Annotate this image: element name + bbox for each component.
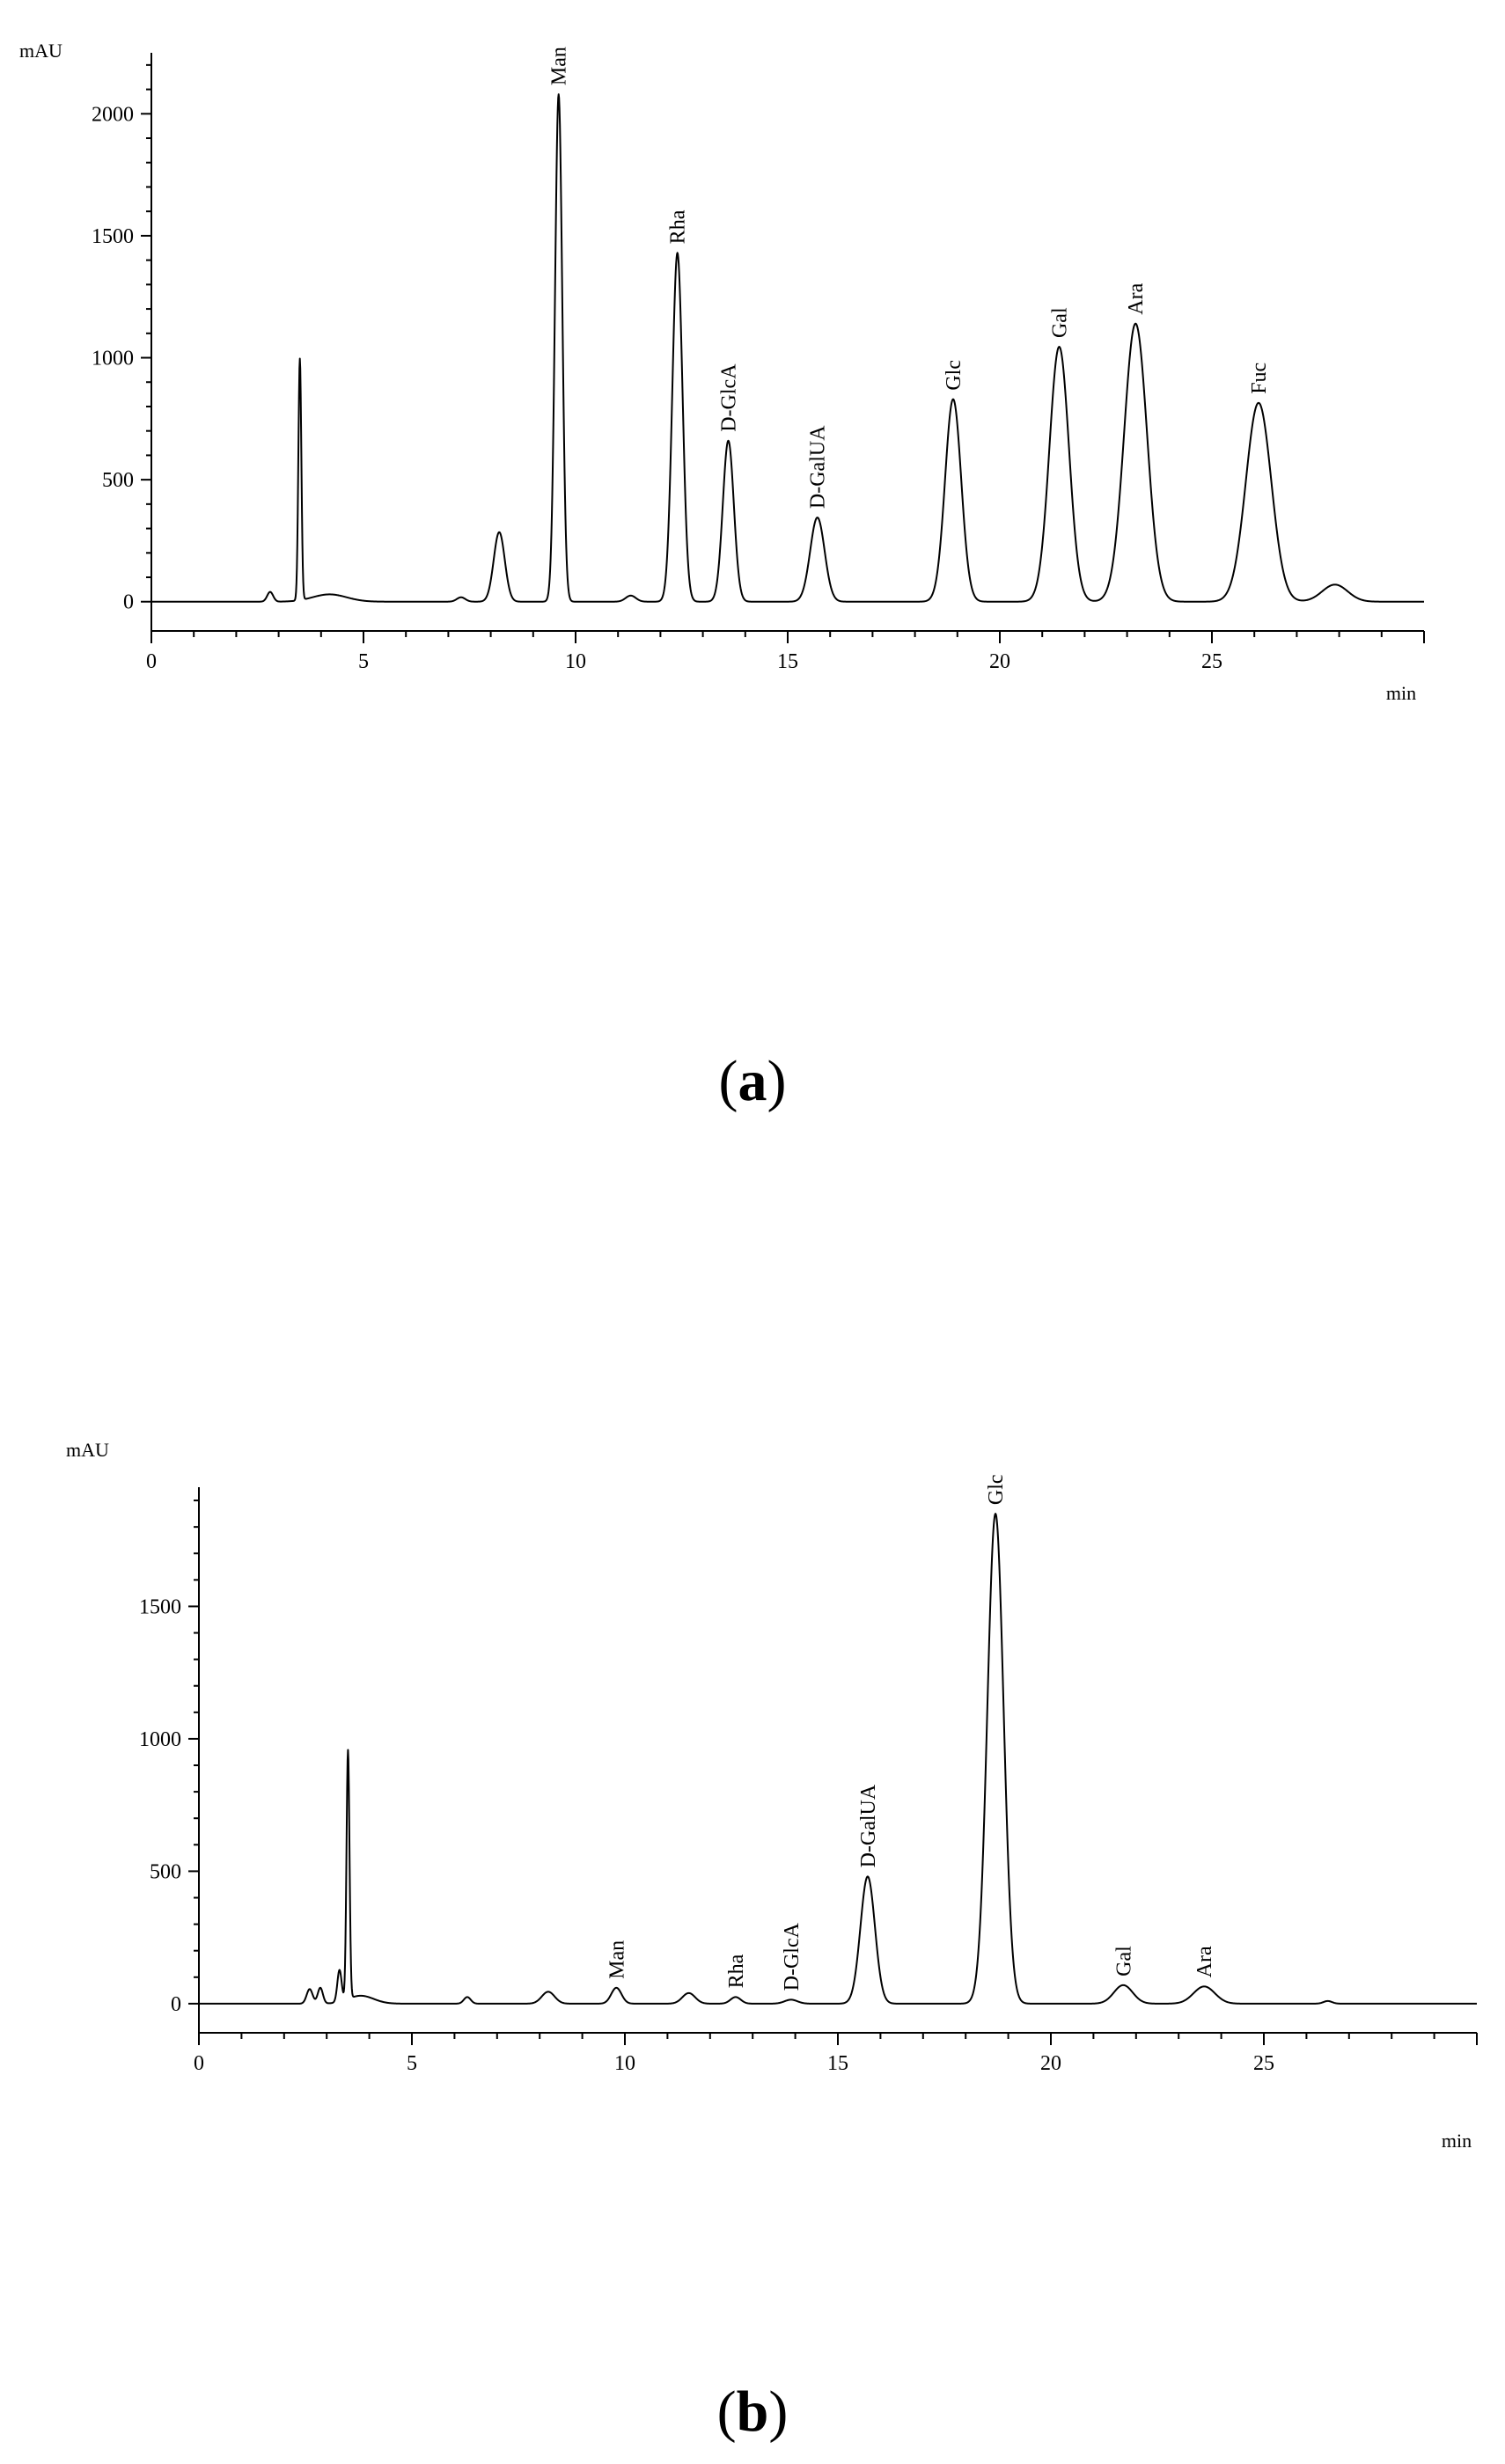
x-tick-label: 25: [1201, 650, 1222, 673]
x-unit-label: min: [1386, 682, 1416, 704]
y-tick-label: 1500: [92, 225, 134, 248]
y-tick-label: 2000: [92, 103, 134, 126]
x-tick-label: 5: [358, 650, 369, 673]
peak-label: Man: [606, 1940, 628, 1979]
chromatogram-trace: [198, 1513, 1478, 2005]
peak-label: Ara: [1193, 1946, 1216, 1977]
panel-letter: b: [737, 2380, 769, 2444]
y-tick-label: 1500: [139, 1595, 181, 1618]
peak-label: Gal: [1112, 1946, 1135, 1976]
peak-label: Ara: [1125, 282, 1148, 314]
x-tick-label: 25: [1253, 2052, 1274, 2075]
peak-label: D-GalUA: [807, 425, 830, 509]
panel-letter: a: [738, 1049, 767, 1113]
peak-label: Man: [548, 47, 571, 85]
peak-label: Rha: [725, 1954, 748, 1988]
panel-label: (b): [717, 2380, 789, 2444]
peak-label: Glc: [943, 360, 965, 391]
chart-panel-a: mAU min 0 500 1000 1500 2000 0 5 10 15 20 25 Man Rha D-…: [19, 40, 1425, 1113]
x-tick-label: 10: [614, 2052, 635, 2075]
chart-panel-b: mAU min 0 500 1000 1500 0 5 10 15 20 25 Man Rha D-GlcA…: [66, 1439, 1478, 2444]
y-tick-label: 1000: [139, 1728, 181, 1751]
peak-label: D-GlcA: [781, 1922, 804, 1991]
peak-label: D-GlcA: [718, 363, 741, 432]
x-tick-label: 0: [194, 2052, 204, 2075]
peak-label: Gal: [1048, 307, 1071, 338]
x-tick-label: 20: [1040, 2052, 1061, 2075]
x-unit-label: min: [1442, 2130, 1472, 2152]
x-tick-label: 5: [407, 2052, 417, 2075]
panel-label: (a): [719, 1049, 787, 1113]
y-tick-label: 500: [150, 1860, 181, 1883]
peak-label: Rha: [667, 209, 690, 244]
y-tick-label: 0: [123, 591, 134, 614]
y-tick-label: 1000: [92, 348, 134, 370]
x-tick-label: 15: [777, 650, 798, 673]
x-tick-label: 15: [827, 2052, 848, 2075]
x-tick-label: 0: [146, 650, 157, 673]
x-tick-label: 10: [565, 650, 586, 673]
y-tick-label: 0: [171, 1993, 181, 2016]
y-unit-label: mAU: [19, 40, 62, 62]
peak-label: D-GalUA: [857, 1784, 880, 1867]
y-tick-label: 500: [102, 469, 134, 492]
y-unit-label: mAU: [66, 1439, 109, 1461]
peak-label: Glc: [985, 1474, 1008, 1505]
x-tick-label: 20: [989, 650, 1010, 673]
peak-label: Fuc: [1248, 363, 1271, 394]
chromatogram-trace: [150, 93, 1425, 603]
